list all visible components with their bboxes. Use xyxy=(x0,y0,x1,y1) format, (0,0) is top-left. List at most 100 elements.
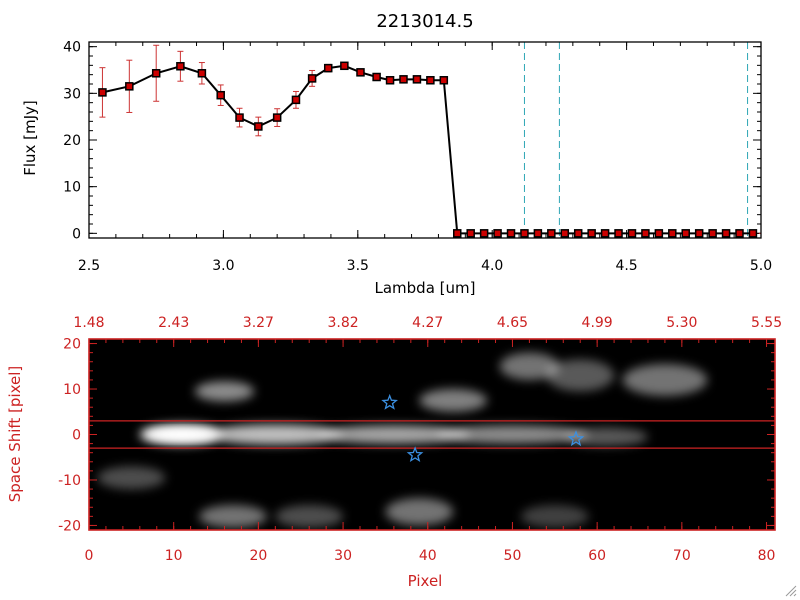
image-y-tick-label: 0 xyxy=(72,428,81,444)
image-y-tick-label: 10 xyxy=(63,382,81,398)
data-point xyxy=(307,74,317,83)
data-point xyxy=(735,229,744,238)
image-y-axis-title: Space Shift [pixel] xyxy=(6,366,24,503)
image-x-axis-title: Pixel xyxy=(408,572,443,590)
data-point xyxy=(272,113,282,122)
emission-blob xyxy=(563,427,648,446)
wavelength-tick-label: 2.43 xyxy=(158,315,189,331)
data-point xyxy=(466,229,475,238)
data-point xyxy=(399,75,408,84)
emission-blob xyxy=(199,504,267,528)
data-point xyxy=(291,95,301,105)
spectral-image-panel: 0 10 20 30 40 50 60 70 80 1.48 2.43 3.27 3.82 4.27 4.6… xyxy=(6,315,782,590)
image-x-tick-label: 30 xyxy=(334,548,352,564)
emission-blob xyxy=(436,425,589,444)
x-tick-label: 3.5 xyxy=(347,258,369,274)
star-marker xyxy=(381,393,398,410)
data-point xyxy=(197,69,207,78)
x-axis-title: Lambda [um] xyxy=(375,279,476,297)
star-marker xyxy=(567,430,585,447)
image-x-tick-label: 70 xyxy=(673,548,691,564)
image-x-tick-label: 40 xyxy=(419,548,437,564)
image-y-tick-label: -20 xyxy=(58,518,81,534)
wavelength-tick-label: 5.30 xyxy=(666,315,697,331)
data-point xyxy=(506,229,516,238)
data-point xyxy=(356,68,365,77)
wavelength-tick-label: 3.27 xyxy=(243,315,274,331)
image-x-tick-label: 80 xyxy=(758,548,776,564)
data-point xyxy=(641,229,650,238)
data-point xyxy=(681,229,690,238)
image-y-tick-label: -10 xyxy=(58,473,81,489)
image-x-tick-label: 60 xyxy=(588,548,606,564)
data-point xyxy=(254,122,263,131)
emission-blob xyxy=(499,352,560,380)
wavelength-tick-label: 4.99 xyxy=(582,315,613,331)
y-tick-label: 10 xyxy=(63,180,81,196)
data-point xyxy=(654,229,664,238)
data-point xyxy=(323,63,333,73)
data-point xyxy=(694,229,704,238)
wavelength-tick-label: 1.48 xyxy=(73,315,104,331)
series-line xyxy=(102,64,753,235)
spectrum-frame xyxy=(88,41,762,239)
extraction-aperture-lines xyxy=(89,420,775,449)
source-markers xyxy=(381,393,585,463)
x-tick-label: 4.0 xyxy=(481,258,503,274)
x-tick-label: 2.5 xyxy=(78,258,100,274)
y-tick-label: 40 xyxy=(63,40,81,56)
image-x-tick-label: 50 xyxy=(504,548,522,564)
x-tick-label: 3.0 xyxy=(212,258,234,274)
data-point xyxy=(748,229,758,238)
emission-blob xyxy=(207,424,344,445)
data-point xyxy=(98,88,107,97)
chart-title: 2213014.5 xyxy=(376,11,473,32)
image-ticks: 0 10 20 30 40 50 60 70 80 1.48 2.43 3.27 3.82 4.27 4.6… xyxy=(58,315,782,564)
data-point xyxy=(176,62,185,71)
y-axis-title: Flux [mJy] xyxy=(21,100,39,176)
data-point xyxy=(493,229,502,238)
data-point xyxy=(216,90,225,100)
y-tick-label: 0 xyxy=(72,226,81,242)
data-point xyxy=(372,72,381,82)
emission-blob xyxy=(275,504,344,528)
data-point xyxy=(151,69,161,78)
spectrum-series xyxy=(98,44,761,238)
data-point xyxy=(587,229,596,238)
y-tick-label: 20 xyxy=(63,133,81,149)
x-tick-label: 4.5 xyxy=(615,258,637,274)
data-point xyxy=(573,229,583,238)
wavelength-tick-label: 5.55 xyxy=(751,315,782,331)
image-frame xyxy=(88,338,776,531)
data-point xyxy=(614,229,623,238)
emission-blob xyxy=(317,425,471,444)
data-point xyxy=(533,229,543,238)
wavelength-tick-label: 4.27 xyxy=(412,315,443,331)
data-point xyxy=(520,229,529,238)
data-point xyxy=(560,229,570,238)
emission-blob xyxy=(622,364,708,396)
emission-blob xyxy=(385,498,454,526)
data-point xyxy=(547,229,556,238)
trace-core xyxy=(148,429,217,440)
emission-blob xyxy=(97,466,166,490)
data-point xyxy=(125,82,134,91)
data-point xyxy=(627,229,637,238)
data-point xyxy=(235,113,244,122)
wavelength-tick-label: 3.82 xyxy=(327,315,358,331)
data-point xyxy=(340,61,349,71)
data-point xyxy=(708,229,717,238)
spectrum-panel: 2213014.5 Lambda [um] Flux [mJy] 2.5 3.0 3… xyxy=(21,11,772,297)
blob-group xyxy=(97,352,708,528)
y-tick-label: 30 xyxy=(63,86,81,102)
data-point xyxy=(600,229,610,238)
data-point xyxy=(453,229,462,238)
resize-grip-icon[interactable] xyxy=(785,585,797,597)
x-tick-label: 5.0 xyxy=(750,258,772,274)
image-y-tick-label: 20 xyxy=(63,337,81,353)
data-point xyxy=(412,75,422,84)
star-marker xyxy=(406,446,424,463)
image-x-tick-label: 20 xyxy=(249,548,267,564)
